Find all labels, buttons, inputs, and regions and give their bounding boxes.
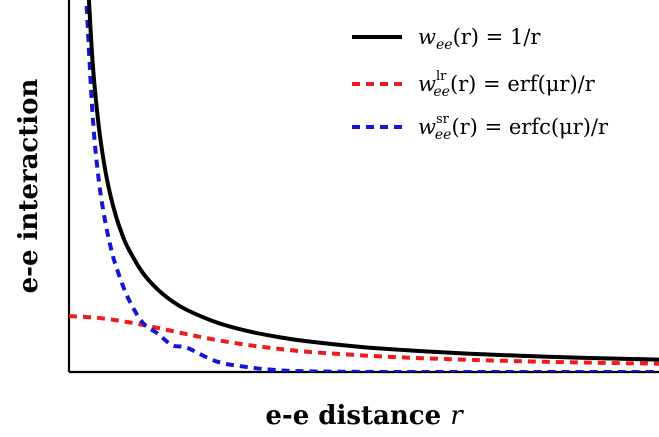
legend-label-long-range: wlr ee(r) = erf(μr)/r xyxy=(418,69,596,100)
series-line-coulomb xyxy=(86,0,659,362)
legend-label-short-range: wsr ee(r) = erfc(μr)/r xyxy=(418,112,609,143)
series-line-short-range xyxy=(84,5,659,372)
legend-label-coulomb: wee(r) = 1/r xyxy=(418,25,541,53)
series-layer xyxy=(69,0,659,372)
plot-frame xyxy=(67,0,659,374)
x-axis-title: e-e distance r xyxy=(265,401,464,431)
legend: wee(r) = 1/r wlr ee(r) = erf(μr)/r wsr ee(… xyxy=(352,25,609,143)
y-axis-title: e-e interaction xyxy=(14,79,44,294)
